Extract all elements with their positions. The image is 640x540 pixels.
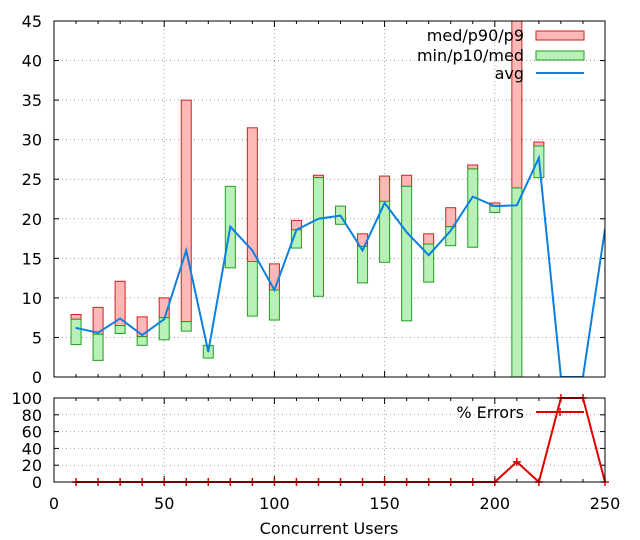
avg-point (383, 202, 386, 204)
avg-point (427, 254, 430, 256)
x-tick-label: 50 (154, 494, 174, 513)
avg-point (163, 318, 165, 321)
box-min-p10 (401, 185, 413, 322)
bottom-y-tick-label: 60 (22, 423, 42, 442)
avg-point (141, 334, 143, 336)
bottom-y-tick-label: 100 (11, 389, 42, 408)
avg-point (273, 289, 276, 291)
top-y-tick-label: 30 (22, 131, 42, 150)
bottom-frame (53, 397, 606, 483)
box-min-p10 (467, 168, 479, 248)
avg-point (339, 214, 342, 217)
top-y-tick-label: 20 (22, 210, 42, 229)
legend-label: avg (495, 64, 524, 83)
avg-point (185, 249, 188, 252)
x-tick-label: 200 (480, 494, 511, 513)
box-min-p10 (423, 243, 435, 283)
avg-point (119, 317, 121, 320)
box-med-p90 (533, 141, 545, 147)
box-min-p10 (357, 245, 369, 284)
box-min-p10 (312, 177, 324, 297)
avg-point (251, 249, 254, 252)
avg-point (471, 195, 474, 198)
legend-swatch (535, 50, 585, 61)
box-min-p10 (114, 325, 126, 334)
bottom-y-tick-label: 0 (32, 473, 42, 492)
avg-point (295, 229, 298, 231)
box-min-p10 (180, 321, 192, 332)
avg-point (317, 217, 320, 220)
top-boxes (70, 21, 545, 377)
box-min-p10 (136, 336, 148, 346)
bottom-y-tick-label: 20 (22, 456, 42, 475)
avg-line (75, 154, 605, 377)
box-med-p90 (467, 164, 479, 170)
bottom-y-tick-label: 80 (22, 406, 42, 425)
top-y-tick-label: 40 (22, 52, 42, 71)
top-y-tick-label: 10 (22, 289, 42, 308)
box-med-p90 (379, 175, 391, 202)
legend-swatch (535, 30, 585, 41)
avg-point (405, 231, 408, 234)
bottom-y-tick-label: 40 (22, 439, 42, 458)
box-min-p10 (511, 187, 523, 377)
x-axis-label: Concurrent Users (260, 519, 399, 538)
box-med-p90 (70, 314, 82, 320)
top-frame (53, 20, 606, 378)
avg-point (494, 205, 496, 207)
legend-label: % Errors (456, 403, 524, 422)
box-med-p90 (423, 233, 435, 245)
errors-point (512, 457, 521, 466)
avg-point (207, 350, 210, 353)
box-med-p90 (401, 174, 413, 187)
top-y-tick-label: 5 (32, 328, 42, 347)
box-med-p90 (246, 127, 258, 262)
top-y-tick-label: 45 (22, 12, 42, 31)
box-min-p10 (246, 260, 258, 317)
legend-swatch-errors-mark (556, 408, 564, 416)
avg-point (516, 204, 518, 207)
avg-point (229, 225, 232, 228)
box-min-p10 (92, 333, 104, 361)
x-tick-label: 0 (49, 494, 59, 513)
box-med-p90 (180, 99, 192, 323)
avg-point (75, 327, 77, 329)
x-tick-label: 250 (590, 494, 621, 513)
legend-label: min/p10/med (417, 46, 524, 65)
avg-point (97, 331, 99, 334)
top-y-tick-label: 35 (22, 91, 42, 110)
x-tick-label: 150 (369, 494, 400, 513)
box-med-p90 (268, 263, 280, 291)
avg-point (538, 157, 540, 159)
box-min-p10 (70, 318, 82, 346)
top-y-tick-label: 0 (32, 368, 42, 387)
top-y-tick-label: 25 (22, 170, 42, 189)
avg-point (361, 249, 364, 252)
top-y-tick-label: 15 (22, 249, 42, 268)
errors-line (76, 397, 606, 484)
box-min-p10 (268, 289, 280, 321)
legend-label: med/p90/p9 (427, 26, 524, 45)
avg-point (449, 229, 452, 232)
x-tick-label: 100 (259, 494, 290, 513)
